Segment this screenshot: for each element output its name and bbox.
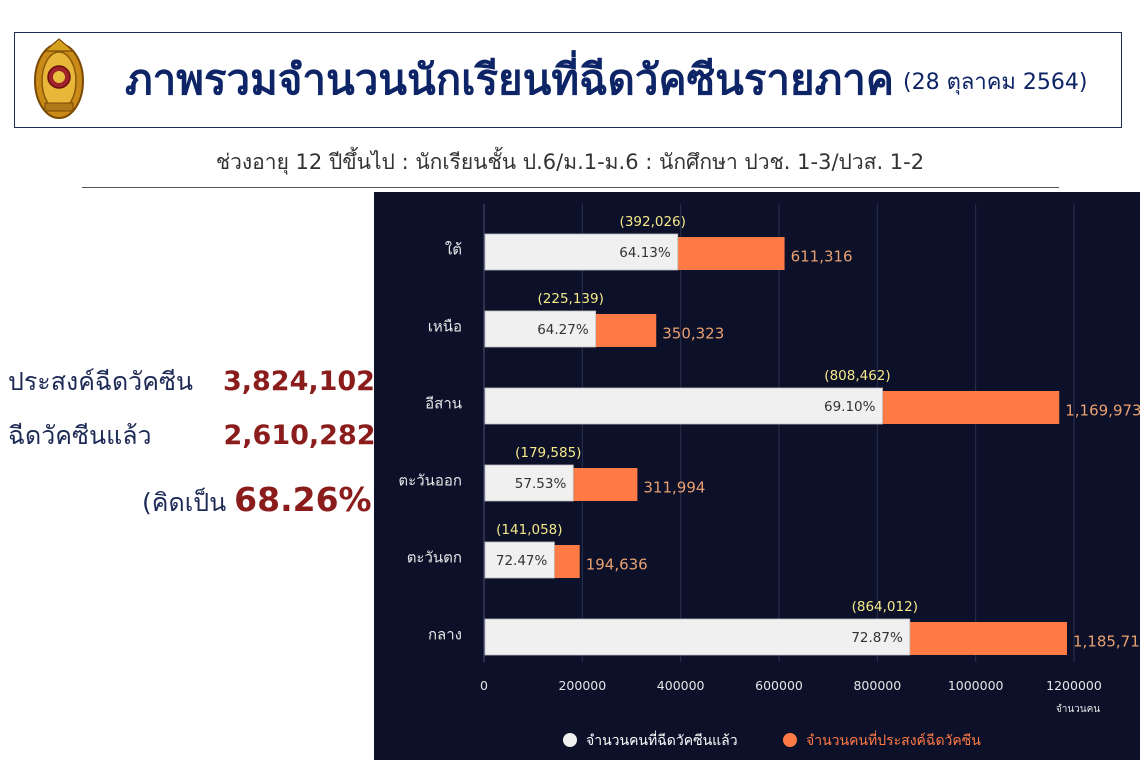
legend-marker-target xyxy=(783,733,797,747)
vaccinated-bar xyxy=(484,233,679,271)
vaccinated-bar xyxy=(484,464,574,502)
category-label: อีสาน xyxy=(425,395,462,413)
category-label: ใต้ xyxy=(445,241,462,259)
target-data-label: 350,323 xyxy=(662,325,724,343)
legend-marker-vaccinated xyxy=(563,733,577,747)
x-axis-label: จำนวนคน xyxy=(1056,704,1100,715)
category-label: ตะวันออก xyxy=(398,472,462,490)
header-banner: ภาพรวมจำนวนนักเรียนที่ฉีดวัคซีนรายภาค (2… xyxy=(14,32,1122,128)
target-bar xyxy=(676,237,785,270)
percent-value: 68.26% xyxy=(234,480,372,519)
target-bar xyxy=(594,314,657,347)
vaccinated-value: 2,610,282 xyxy=(223,420,376,451)
page-title: ภาพรวมจำนวนนักเรียนที่ฉีดวัคซีนรายภาค xyxy=(125,55,894,104)
percent-summary: (คิดเป็น 68.26%) xyxy=(142,478,381,522)
intended-label: ประสงค์ฉีดวัคซีน xyxy=(8,367,193,396)
chart-panel: 0 200000 400000 600000 800000 1000000 1200000 ใ… xyxy=(374,192,1140,760)
category-label: กลาง xyxy=(428,626,462,644)
vaccinated-data-label: (141,058) xyxy=(496,522,562,538)
target-data-label: 311,994 xyxy=(643,479,705,497)
percent-prefix: (คิดเป็น xyxy=(142,488,227,517)
x-tick-label: 800000 xyxy=(853,678,901,693)
legend-label-target: จำนวนคนที่ประสงค์ฉีดวัคซีน xyxy=(806,731,981,749)
x-tick-label: 1000000 xyxy=(948,678,1004,693)
target-data-label: 1,185,719 xyxy=(1073,633,1140,651)
vaccinated-bar xyxy=(484,387,883,425)
vaccinated-label: ฉีดวัคซีนแล้ว xyxy=(8,421,152,450)
ministry-emblem-icon xyxy=(34,38,84,119)
percent-data-label: 69.10% xyxy=(824,399,876,415)
target-data-label: 194,636 xyxy=(586,556,648,574)
legend-label-vaccinated: จำนวนคนที่ฉีดวัคซีนแล้ว xyxy=(586,731,738,749)
page-date: (28 ตุลาคม 2564) xyxy=(903,70,1088,95)
intended-summary: ประสงค์ฉีดวัคซีน 3,824,102 คน xyxy=(8,362,425,402)
x-tick-label: 200000 xyxy=(558,678,606,693)
bar-chart: 0 200000 400000 600000 800000 1000000 1200000 ใ… xyxy=(398,204,1140,749)
x-tick-label: 400000 xyxy=(657,678,705,693)
x-tick-label: 1200000 xyxy=(1046,678,1102,693)
vaccinated-data-label: (179,585) xyxy=(515,445,581,461)
x-tick-label: 600000 xyxy=(755,678,803,693)
intended-value: 3,824,102 xyxy=(222,366,375,397)
vaccinated-bar xyxy=(484,310,597,348)
percent-data-label: 72.47% xyxy=(496,553,548,569)
vaccinated-data-label: (864,012) xyxy=(852,599,918,615)
percent-data-label: 64.27% xyxy=(537,322,589,338)
category-label: ตะวันตก xyxy=(407,549,462,567)
target-bar xyxy=(553,545,580,578)
target-data-label: 1,169,973 xyxy=(1065,402,1140,420)
target-data-label: 611,316 xyxy=(791,248,853,266)
percent-data-label: 64.13% xyxy=(619,245,671,261)
x-tick-label: 0 xyxy=(480,678,488,693)
target-bar xyxy=(572,468,638,501)
category-label: เหนือ xyxy=(428,318,462,336)
vaccinated-bar xyxy=(484,618,911,656)
vaccinated-bar xyxy=(484,541,555,579)
subtitle-divider xyxy=(82,187,1059,188)
target-bar xyxy=(881,391,1060,424)
vaccinated-data-label: (392,026) xyxy=(620,214,686,230)
subtitle: ช่วงอายุ 12 ปีขึ้นไป : นักเรียนชั้น ป.6/… xyxy=(215,150,925,174)
vaccinated-summary: ฉีดวัคซีนแล้ว 2,610,282 คน xyxy=(8,416,425,456)
percent-data-label: 57.53% xyxy=(515,476,567,492)
target-bar xyxy=(908,622,1067,655)
vaccinated-data-label: (225,139) xyxy=(538,291,604,307)
vaccinated-data-label: (808,462) xyxy=(824,368,890,384)
percent-data-label: 72.87% xyxy=(851,630,903,646)
